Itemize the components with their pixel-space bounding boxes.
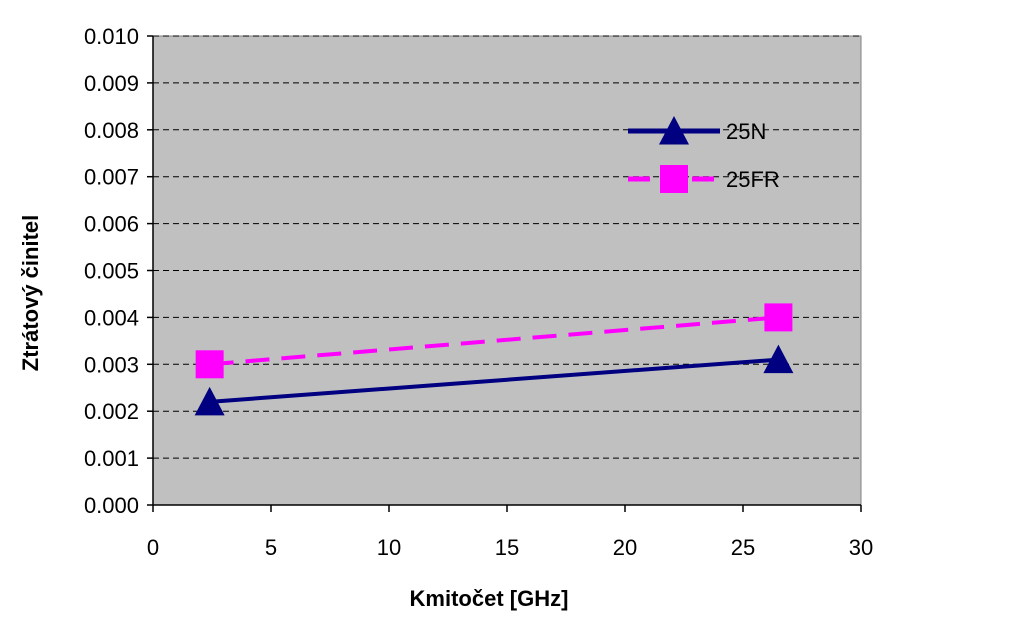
x-axis-ticks: 0 5 10 15 20 25 30 <box>147 505 873 560</box>
y-tick-label: 0.006 <box>84 212 139 237</box>
x-tick-label: 30 <box>849 535 873 560</box>
y-tick-label: 0.007 <box>84 165 139 190</box>
x-tick-label: 25 <box>731 535 755 560</box>
y-axis-title: Ztrátový činitel <box>18 215 43 371</box>
x-tick-label: 5 <box>265 535 277 560</box>
x-tick-label: 10 <box>377 535 401 560</box>
x-axis-title: Kmitočet [GHz] <box>410 586 569 611</box>
series-layer <box>194 303 794 416</box>
data-point-marker <box>194 386 225 416</box>
data-point-marker <box>764 303 793 332</box>
y-tick-label: 0.003 <box>84 352 139 377</box>
x-tick-label: 0 <box>147 535 159 560</box>
data-point-marker <box>195 350 224 379</box>
y-tick-label: 0.010 <box>84 24 139 49</box>
series-line <box>209 315 779 367</box>
gridlines <box>153 35 861 459</box>
y-tick-label: 0.002 <box>84 399 139 424</box>
y-tick-label: 0.009 <box>84 71 139 96</box>
series-25FR <box>195 303 793 379</box>
y-tick-label: 0.000 <box>84 493 139 518</box>
y-tick-label: 0.004 <box>84 305 139 330</box>
data-point-marker <box>763 344 794 374</box>
legend: 25N 25FR <box>628 116 780 193</box>
x-tick-label: 20 <box>613 535 637 560</box>
series-line <box>209 357 779 404</box>
legend-label: 25FR <box>726 167 780 192</box>
legend-marker <box>659 116 689 145</box>
legend-label: 25N <box>726 119 766 144</box>
x-tick-label: 15 <box>495 535 519 560</box>
y-tick-label: 0.001 <box>84 446 139 471</box>
legend-marker <box>660 165 688 193</box>
y-tick-label: 0.008 <box>84 118 139 143</box>
y-axis-ticks: 0.000 0.001 0.002 0.003 0.004 0.005 0.006 0.007… <box>84 24 153 518</box>
y-tick-label: 0.005 <box>84 259 139 284</box>
series-25N <box>194 344 794 416</box>
